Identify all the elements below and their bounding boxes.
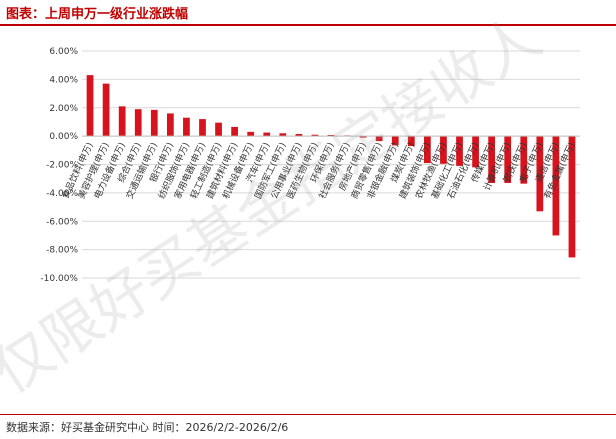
y-tick-label: -10.00%	[40, 274, 78, 284]
bar	[166, 113, 174, 137]
bar	[375, 136, 383, 142]
bar	[102, 83, 110, 137]
title-divider	[0, 24, 616, 26]
y-tick-label: -2.00%	[46, 161, 78, 171]
y-tick-label: 2.00%	[49, 104, 78, 114]
bar	[488, 136, 496, 183]
y-tick-label: 4.00%	[49, 75, 78, 85]
bar	[118, 106, 126, 137]
bar	[199, 119, 206, 137]
footer-divider	[0, 414, 616, 415]
bar	[407, 136, 415, 147]
bar	[520, 136, 528, 184]
bar	[279, 133, 287, 137]
bar	[247, 131, 255, 137]
y-tick-label: 0.00%	[49, 132, 78, 142]
y-tick-label: 6.00%	[49, 47, 78, 57]
bar	[263, 132, 271, 137]
bar	[327, 134, 335, 137]
bar	[359, 136, 367, 138]
bar-chart: 6.00% 4.00% 2.00% 0.00% -2.00% -4.00% -6.00% -8…	[40, 47, 580, 284]
bar	[568, 136, 576, 258]
bar	[231, 126, 238, 137]
bar	[472, 136, 479, 168]
y-tick-label: -8.00%	[46, 246, 78, 256]
bar	[86, 75, 94, 137]
bar	[440, 136, 447, 164]
bar	[215, 122, 222, 137]
bar	[295, 133, 303, 137]
bar	[150, 109, 158, 137]
bar	[504, 136, 512, 183]
bar	[552, 136, 560, 236]
bar	[456, 136, 463, 166]
bar	[311, 134, 319, 137]
bar	[134, 109, 142, 137]
bar	[424, 136, 431, 164]
data-source-note: 数据来源：好买基金研究中心 时间：2026/2/2-2026/2/6	[6, 421, 289, 434]
y-tick-label: -6.00%	[46, 217, 78, 227]
bar	[183, 117, 190, 137]
chart-title: 图表：上周申万一级行业涨跌幅	[6, 7, 189, 22]
y-tick-label: -4.00%	[46, 189, 78, 199]
bar	[536, 136, 544, 212]
bar	[391, 136, 399, 146]
